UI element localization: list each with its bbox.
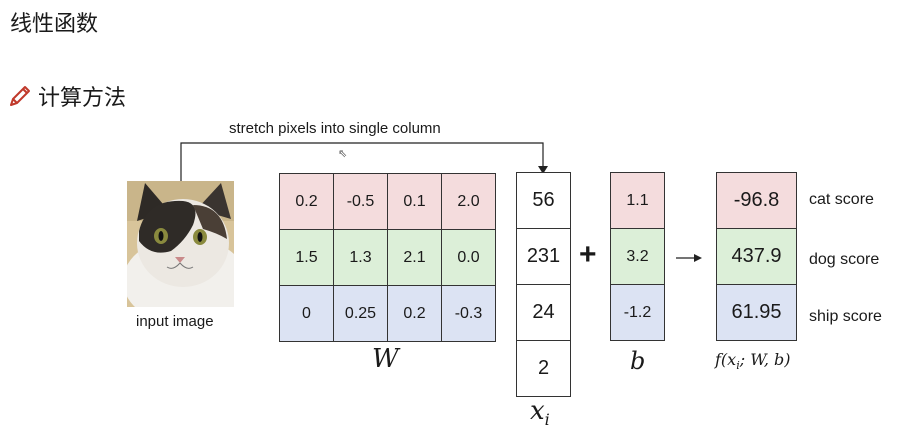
cat-score-label: cat score	[809, 191, 874, 208]
w-cell: 0.2	[280, 174, 334, 230]
f-cell: 61.95	[717, 285, 797, 341]
x-label: xi	[530, 396, 550, 429]
b-cell: 3.2	[611, 229, 665, 285]
w-label: W	[372, 344, 399, 374]
stretch-label: stretch pixels into single column	[229, 120, 441, 137]
stretch-arrow-line	[180, 142, 544, 181]
x-label-base: x	[530, 396, 545, 426]
w-cell: -0.3	[442, 286, 496, 342]
w-cell: 0.1	[388, 174, 442, 230]
score-vector: -96.8 437.9 61.95	[716, 172, 797, 341]
w-cell: 2.1	[388, 230, 442, 286]
x-cell: 24	[517, 285, 571, 341]
w-cell: 1.5	[280, 230, 334, 286]
w-cell: 1.3	[334, 230, 388, 286]
pencil-icon	[10, 86, 30, 106]
ship-score-label: ship score	[809, 308, 882, 325]
w-cell: 0.0	[442, 230, 496, 286]
x-cell: 231	[517, 229, 571, 285]
bias-vector: 1.1 3.2 -1.2	[610, 172, 665, 341]
x-label-subscript: i	[544, 410, 550, 429]
section-title: 计算方法	[38, 86, 127, 111]
w-cell: 0.2	[388, 286, 442, 342]
page-title: 线性函数	[10, 12, 99, 37]
w-cell: -0.5	[334, 174, 388, 230]
x-cell: 2	[517, 341, 571, 397]
weight-matrix: 0.2 -0.5 0.1 2.0 1.5 1.3 2.1 0.0 0 0.25 …	[279, 173, 496, 342]
cat-image	[127, 181, 234, 307]
dog-score-label: dog score	[809, 251, 880, 268]
input-image-caption: input image	[136, 313, 214, 330]
plus-sign: +	[579, 238, 597, 271]
input-vector: 56 231 24 2	[516, 172, 571, 397]
w-cell: 0.25	[334, 286, 388, 342]
result-arrow-head	[694, 254, 702, 262]
section-heading: 计算方法	[8, 80, 126, 112]
b-cell: 1.1	[611, 173, 665, 229]
f-cell: -96.8	[717, 173, 797, 229]
mouse-cursor-icon: ⇖	[338, 147, 348, 160]
f-label: f(xi; W, b)	[715, 350, 791, 373]
f-cell: 437.9	[717, 229, 797, 285]
b-label: b	[630, 347, 646, 375]
w-cell: 2.0	[442, 174, 496, 230]
x-cell: 56	[517, 173, 571, 229]
b-cell: -1.2	[611, 285, 665, 341]
w-cell: 0	[280, 286, 334, 342]
stretch-arrow-head	[538, 166, 548, 174]
